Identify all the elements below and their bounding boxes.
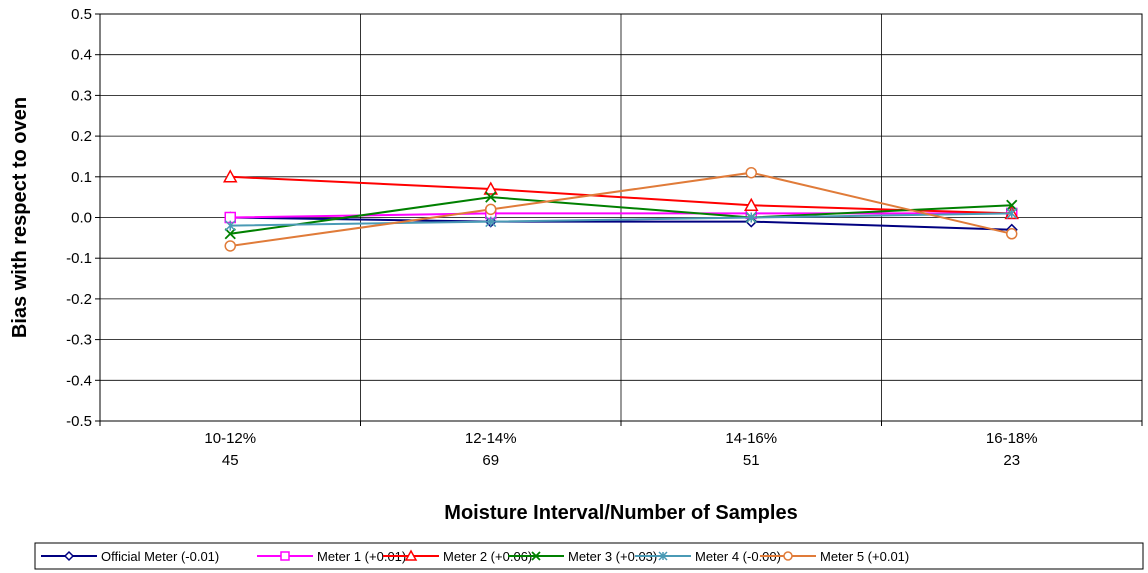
y-axis-title: Bias with respect to oven [9, 97, 31, 338]
legend-label: Meter 3 (+0.03) [568, 549, 657, 564]
data-point [485, 216, 497, 228]
data-point [658, 551, 668, 561]
series-line [230, 212, 1012, 227]
data-point [224, 228, 236, 240]
x-tick-sample-count: 45 [222, 452, 239, 469]
data-point [783, 551, 793, 561]
y-tick-label: 0.4 [71, 47, 92, 64]
series-line [230, 175, 1012, 215]
data-point [485, 191, 497, 203]
y-tick-label: 0.1 [71, 169, 92, 186]
y-tick-label: 0.0 [71, 210, 92, 227]
y-tick-label: -0.3 [66, 332, 92, 349]
legend-box [34, 542, 1144, 570]
legend: Official Meter (-0.01) Meter 1 (+0.01) Met… [34, 542, 1144, 570]
legend-item: Meter 1 (+0.01) [257, 549, 406, 564]
data-point [224, 220, 236, 232]
y-tick-label: -0.4 [66, 372, 92, 389]
y-tick-label: -0.2 [66, 291, 92, 308]
data-point [1006, 207, 1018, 219]
legend-label: Official Meter (-0.01) [101, 549, 219, 564]
x-tick-label: 14-16% [725, 430, 777, 447]
series-line [230, 171, 1013, 247]
series [224, 207, 1018, 232]
y-tick-label: 0.3 [71, 87, 92, 104]
legend-item: Official Meter (-0.01) [41, 549, 219, 564]
x-tick-label: 16-18% [986, 430, 1038, 447]
legend-item: Meter 5 (+0.01) [760, 549, 909, 564]
data-point [485, 203, 497, 216]
x-tick-sample-count: 23 [1003, 452, 1020, 469]
data-point [1006, 199, 1018, 211]
x-axis-title: Moisture Interval/Number of Samples [444, 502, 797, 524]
legend-label: Meter 5 (+0.01) [820, 549, 909, 564]
legend-label: Meter 2 (+0.06) [443, 549, 532, 564]
y-tick-label: 0.5 [71, 6, 92, 23]
series-line [230, 216, 1012, 231]
legend-item: Meter 3 (+0.03) [508, 549, 657, 564]
data-point [745, 166, 757, 179]
x-tick-label: 10-12% [204, 430, 256, 447]
series-layer [222, 166, 1020, 252]
data-point [222, 169, 238, 183]
y-axis-ticks: 0.5 0.4 0.3 0.2 0.1 0.0 -0.1 -0.2 -0.3 -0.4 -0.5 [66, 6, 100, 430]
y-tick-label: -0.1 [66, 250, 92, 267]
legend-item: Meter 2 (+0.06) [383, 549, 532, 564]
x-axis-ticks: 10-12% 45 12-14% 69 14-16% 51 16-18% 23 [99, 421, 1143, 469]
series [224, 166, 1018, 252]
y-tick-label: 0.2 [71, 128, 92, 145]
data-point [531, 551, 541, 561]
data-point [745, 211, 757, 224]
data-point [404, 549, 418, 561]
legend-item: Meter 4 (-0.00) [635, 549, 781, 564]
x-tick-label: 12-14% [465, 430, 517, 447]
data-point [280, 551, 290, 561]
data-point [224, 240, 236, 252]
data-point [483, 181, 499, 195]
legend-label: Meter 1 (+0.01) [317, 549, 406, 564]
series-line [230, 196, 1012, 235]
data-point [63, 550, 75, 562]
data-point [1006, 228, 1018, 240]
x-tick-sample-count: 69 [482, 452, 499, 469]
x-tick-sample-count: 51 [743, 452, 760, 469]
data-point [743, 197, 759, 212]
y-tick-label: -0.5 [66, 413, 92, 430]
legend-label: Meter 4 (-0.00) [695, 549, 781, 564]
